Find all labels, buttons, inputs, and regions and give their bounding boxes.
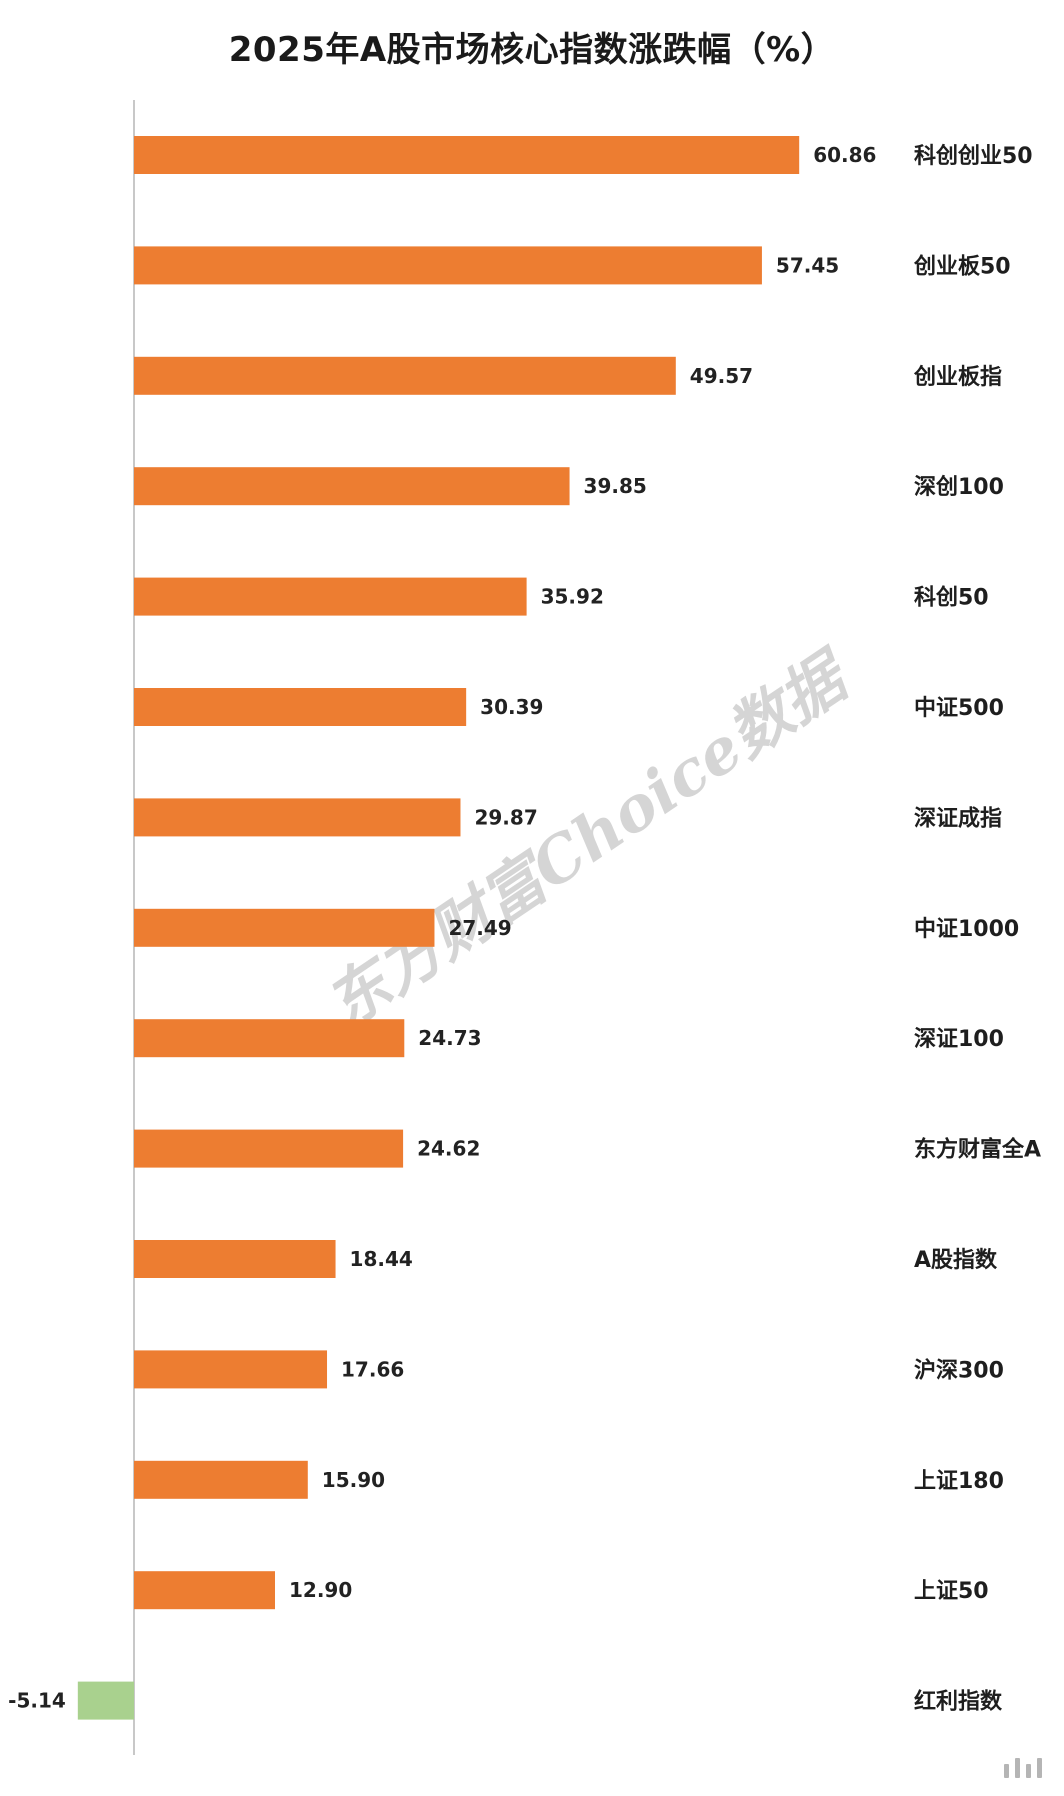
category-label: 上证180 [914, 1469, 1004, 1494]
category-label: 创业板指 [913, 365, 1002, 390]
bar [134, 467, 570, 506]
data-label: 30.39 [480, 695, 543, 719]
bar [134, 1240, 336, 1278]
category-label: 红利指数 [914, 1689, 1003, 1715]
category-label: 沪深300 [914, 1357, 1004, 1383]
bar [77, 1681, 134, 1720]
data-label: 15.90 [322, 1468, 385, 1492]
data-label: 18.44 [350, 1247, 413, 1271]
bar [134, 356, 676, 395]
data-label: 57.45 [776, 253, 839, 277]
data-label: 27.49 [448, 916, 511, 940]
bar [134, 577, 527, 616]
bar [134, 1350, 328, 1389]
data-label: 60.86 [813, 143, 876, 167]
bar [134, 908, 435, 947]
bar [134, 1571, 275, 1610]
category-label: A股指数 [914, 1247, 998, 1273]
data-label: 49.57 [690, 364, 753, 388]
bar [134, 246, 762, 285]
bar [134, 1129, 404, 1168]
chart-title: 2025年A股市场核心指数涨跌幅（%） [228, 30, 836, 70]
data-label: 39.85 [584, 474, 647, 498]
data-label: 24.73 [418, 1026, 481, 1050]
category-label: 东方财富全A [914, 1137, 1041, 1163]
data-label: -5.14 [8, 1689, 66, 1713]
category-label: 上证50 [914, 1579, 989, 1604]
category-label: 中证500 [914, 696, 1004, 721]
bar [134, 688, 467, 726]
category-label: 科创50 [914, 586, 989, 611]
more-icon[interactable] [1004, 1758, 1042, 1778]
category-label: 深证成指 [914, 806, 1002, 831]
bar [134, 1019, 405, 1058]
category-label: 科创创业50 [914, 144, 1033, 169]
data-label: 12.90 [289, 1578, 352, 1602]
bar [134, 798, 461, 837]
category-label: 创业板50 [913, 254, 1011, 279]
data-label: 24.62 [417, 1137, 480, 1161]
bar [134, 1460, 308, 1499]
bar [134, 136, 800, 174]
category-label: 深证100 [914, 1027, 1004, 1052]
data-label: 35.92 [541, 585, 604, 609]
data-label: 29.87 [474, 805, 537, 829]
category-label: 深创100 [914, 475, 1004, 500]
category-label: 中证1000 [914, 917, 1019, 942]
data-label: 17.66 [341, 1357, 404, 1381]
